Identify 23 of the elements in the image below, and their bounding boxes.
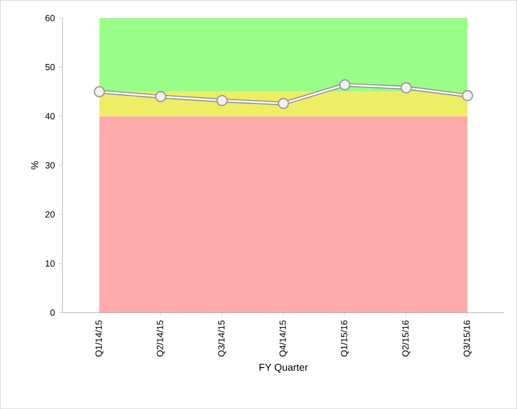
y-tick-label: 60: [46, 14, 55, 22]
x-axis-title: FY Quarter: [260, 364, 308, 373]
y-tick-label: 40: [45, 113, 55, 120]
point: [278, 98, 289, 110]
x-tick-label: Q2/14/15: [156, 320, 165, 356]
point: [94, 86, 105, 98]
y-tick-label: 0: [50, 309, 55, 316]
point: [339, 79, 350, 90]
point: [400, 82, 412, 94]
x-tick-label: Q3/14/15: [218, 320, 226, 356]
y-tick-label: 30: [45, 162, 55, 168]
y-tick-label: 20: [46, 211, 55, 218]
x-tick-label: Q3/15/16: [463, 320, 472, 356]
y-axis-title: %: [31, 161, 38, 170]
x-tick-label: Q1/15/16: [340, 320, 349, 356]
point: [216, 94, 228, 106]
point: [155, 90, 166, 102]
y-tick-label: 10: [46, 260, 55, 267]
x-tick-label: Q2/15/16: [402, 320, 410, 356]
x-tick-label: Q1/14/15: [95, 320, 104, 356]
x-tick-label: Q4/14/15: [279, 320, 288, 356]
point: [462, 90, 474, 102]
y-tick-label: 50: [45, 64, 55, 70]
